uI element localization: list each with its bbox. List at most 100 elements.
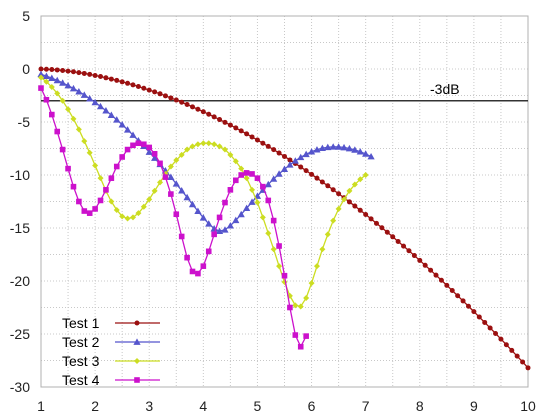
data-point — [70, 183, 77, 190]
legend: Test 1 Test 2 Test 3 Test 4 — [62, 315, 160, 388]
data-point — [313, 146, 321, 153]
data-point — [308, 280, 315, 287]
data-point — [249, 134, 255, 140]
data-point — [119, 213, 126, 220]
data-point — [520, 359, 526, 365]
data-point — [195, 106, 201, 112]
data-point — [65, 68, 71, 74]
data-point — [76, 70, 82, 76]
data-point — [265, 143, 271, 149]
data-point — [200, 109, 206, 115]
legend-label: Test 1 — [62, 315, 100, 331]
x-tick-label: 2 — [91, 398, 99, 414]
data-point — [69, 84, 78, 92]
x-tick-label: 7 — [362, 398, 370, 414]
data-point — [172, 180, 180, 187]
data-point — [270, 175, 278, 182]
data-point — [329, 143, 337, 150]
data-point — [264, 180, 272, 188]
data-point — [287, 157, 293, 163]
data-point — [118, 121, 126, 128]
data-point — [363, 212, 369, 218]
x-tick-label: 3 — [145, 398, 153, 414]
data-point — [108, 76, 114, 82]
data-point — [92, 206, 98, 212]
data-point — [449, 288, 455, 294]
data-point — [313, 263, 320, 270]
data-point — [133, 338, 141, 345]
data-point — [276, 263, 283, 270]
data-point — [215, 227, 224, 235]
data-point — [367, 152, 375, 160]
data-point — [309, 171, 315, 177]
data-point — [38, 74, 44, 81]
grid — [40, 15, 529, 388]
series-test-3 — [38, 74, 369, 310]
data-point — [103, 75, 109, 81]
data-point — [280, 165, 289, 172]
data-point — [59, 79, 67, 86]
data-point — [340, 143, 348, 151]
data-point — [335, 143, 343, 150]
data-point — [129, 131, 137, 138]
y-tick-label: 0 — [22, 61, 30, 77]
data-point — [325, 183, 331, 189]
data-point — [286, 161, 294, 168]
legend-label: Test 3 — [62, 353, 100, 369]
data-point — [324, 231, 331, 238]
data-point — [146, 196, 153, 203]
data-point — [238, 128, 244, 134]
data-point — [81, 138, 88, 145]
data-point — [189, 268, 196, 275]
data-point — [216, 143, 223, 150]
series-group — [37, 66, 531, 371]
data-point — [80, 91, 88, 98]
x-tick-label: 9 — [470, 398, 478, 414]
data-point — [314, 175, 320, 181]
data-point — [173, 157, 180, 164]
data-point — [157, 91, 163, 97]
data-point — [43, 66, 49, 72]
y-tick-label: -5 — [18, 114, 31, 130]
data-point — [351, 146, 359, 153]
data-point — [226, 222, 234, 229]
data-point — [307, 148, 316, 155]
plot-frame — [40, 15, 529, 388]
data-point — [113, 206, 120, 213]
x-tick-label: 1 — [37, 398, 45, 414]
data-point — [401, 243, 407, 249]
data-point — [92, 162, 99, 169]
data-point — [346, 199, 352, 205]
data-point — [91, 98, 99, 106]
data-point — [335, 205, 342, 212]
data-point — [59, 97, 66, 104]
data-point — [49, 111, 55, 118]
data-point — [48, 74, 56, 81]
data-point — [297, 303, 304, 310]
y-tick-label: -25 — [10, 326, 30, 342]
data-point — [238, 172, 245, 178]
data-point — [362, 150, 370, 157]
data-point — [60, 67, 66, 73]
data-point — [216, 214, 223, 221]
data-point — [227, 122, 233, 128]
x-tick-label: 4 — [199, 398, 207, 414]
data-point — [428, 267, 434, 273]
data-point — [38, 85, 44, 91]
data-point — [243, 204, 251, 212]
data-point — [276, 243, 282, 249]
data-point — [146, 144, 153, 151]
data-point — [297, 343, 304, 350]
data-point — [75, 126, 82, 133]
data-point — [168, 95, 174, 101]
data-point — [276, 150, 282, 156]
data-point — [124, 146, 131, 153]
data-point — [135, 210, 142, 217]
data-point — [270, 246, 277, 253]
data-point — [390, 234, 396, 240]
data-point — [43, 78, 50, 85]
data-point — [254, 175, 261, 181]
data-point — [292, 302, 299, 309]
data-point — [157, 160, 163, 167]
data-point — [70, 115, 77, 122]
